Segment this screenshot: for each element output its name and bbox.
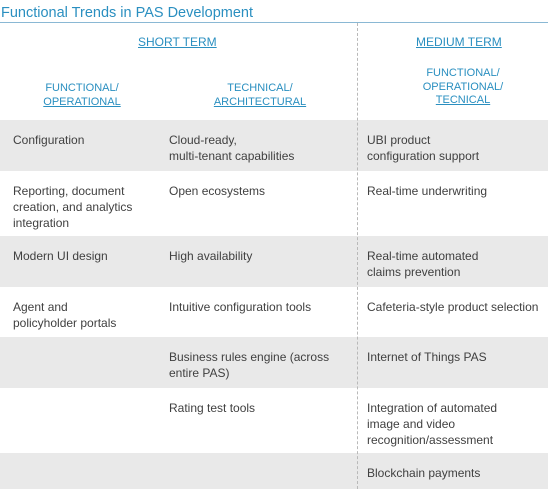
table-cell: Configuration bbox=[13, 133, 85, 147]
title-rule bbox=[0, 22, 548, 23]
table-row: Reporting, document creation, and analyt… bbox=[0, 171, 548, 236]
table-cell: Reporting, document creation, and analyt… bbox=[13, 184, 133, 230]
table-cell: Real-time underwriting bbox=[367, 184, 488, 198]
table-cell: Business rules engine (across entire PAS… bbox=[169, 350, 330, 380]
table-cell: Modern UI design bbox=[13, 249, 108, 263]
table-cell: Rating test tools bbox=[169, 401, 256, 415]
column-header-functional-operational-technical: FUNCTIONAL/ OPERATIONAL/ TECNICAL bbox=[398, 67, 528, 108]
table-cell: Integration of automated image and video… bbox=[367, 401, 498, 447]
table-cell: Blockchain payments bbox=[367, 466, 481, 480]
table-row: Rating test tools Integration of automat… bbox=[0, 388, 548, 453]
table-cell: High availability bbox=[169, 249, 253, 263]
table-row: Agent and policyholder portals Intuitive… bbox=[0, 287, 548, 337]
column-header-line: ARCHITECTURAL bbox=[213, 95, 307, 108]
table-cell: Cafeteria-style product selection bbox=[367, 300, 539, 314]
table-cell: Intuitive configuration tools bbox=[169, 300, 312, 314]
column-header-line: TECNICAL bbox=[435, 94, 491, 106]
column-header-line: FUNCTIONAL/ bbox=[45, 82, 119, 94]
column-header-functional-operational: FUNCTIONAL/ OPERATIONAL bbox=[20, 82, 144, 109]
table-row: Modern UI design High availability Real-… bbox=[0, 236, 548, 287]
column-divider bbox=[357, 23, 358, 489]
table-cell: Cloud-ready, multi-tenant capabilities bbox=[169, 133, 295, 163]
table-cell: Real-time automated claims prevention bbox=[367, 249, 479, 279]
table-row: Blockchain payments bbox=[0, 453, 548, 489]
column-header-line: TECHNICAL/ bbox=[227, 82, 293, 94]
page-title: Functional Trends in PAS Development bbox=[1, 5, 254, 21]
column-header-line: FUNCTIONAL/ bbox=[426, 67, 500, 79]
table-row: Configuration Cloud-ready, multi-tenant … bbox=[0, 120, 548, 171]
column-header-technical-architectural: TECHNICAL/ ARCHITECTURAL bbox=[198, 82, 322, 109]
table-cell: Internet of Things PAS bbox=[367, 350, 487, 364]
table-cell: UBI product configuration support bbox=[367, 133, 480, 163]
table-cell: Agent and policyholder portals bbox=[13, 300, 117, 330]
column-header-line: OPERATIONAL/ bbox=[422, 80, 504, 93]
medium-term-heading: MEDIUM TERM bbox=[416, 35, 502, 49]
table-cell: Open ecosystems bbox=[169, 184, 266, 198]
column-header-line: OPERATIONAL bbox=[43, 95, 121, 108]
table-row: Business rules engine (across entire PAS… bbox=[0, 337, 548, 388]
short-term-heading: SHORT TERM bbox=[138, 35, 217, 49]
